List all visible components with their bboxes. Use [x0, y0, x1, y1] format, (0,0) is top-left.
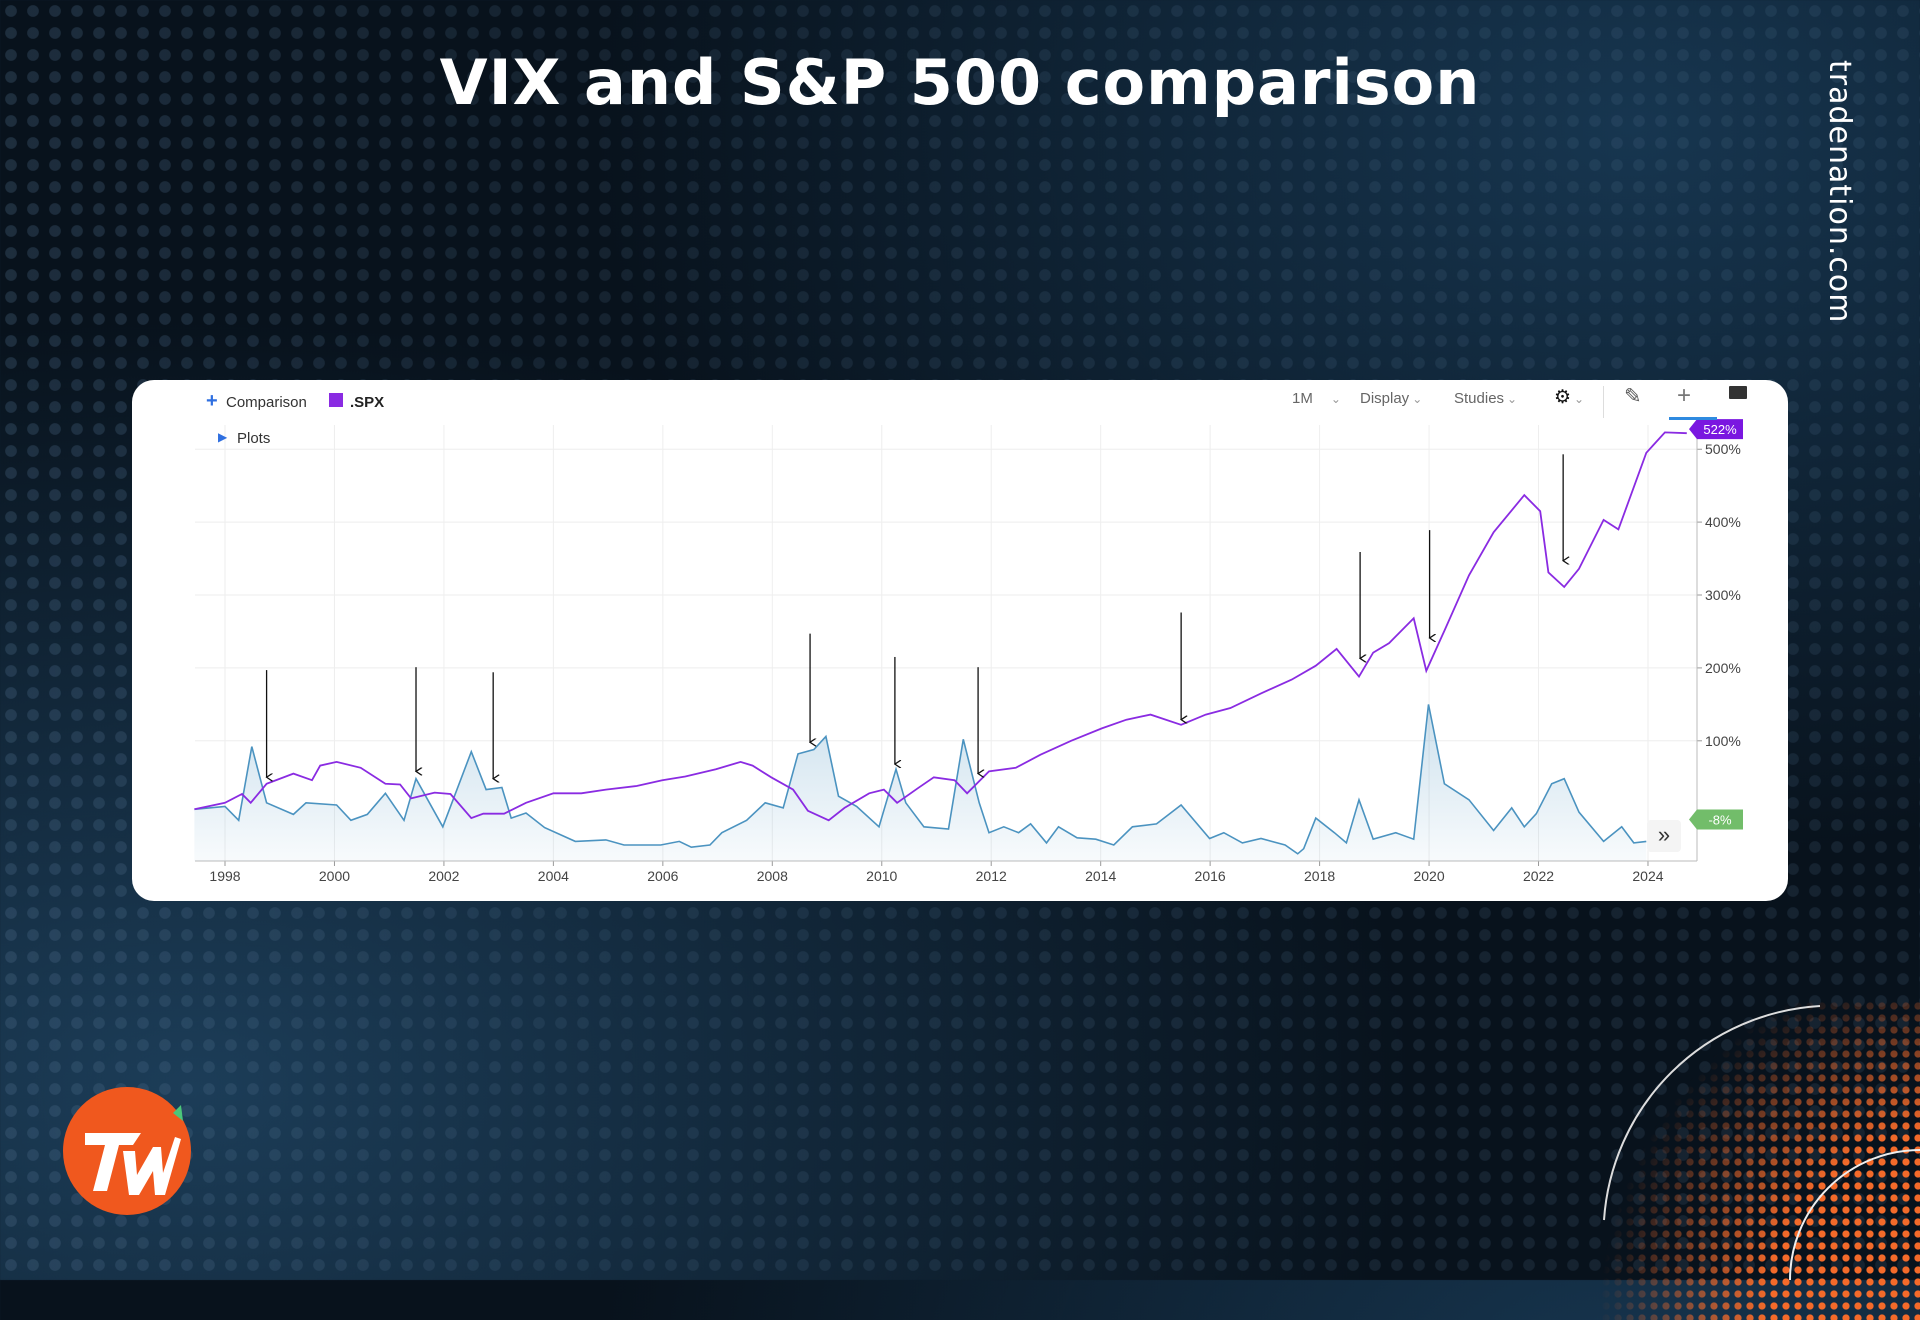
- x-tick-label: 2016: [1195, 868, 1226, 884]
- studies-menu[interactable]: Studies ⌄: [1454, 390, 1517, 407]
- y-tick-label: 300%: [1705, 587, 1741, 603]
- vix-line: [194, 704, 1647, 855]
- x-tick-label: 2004: [538, 868, 569, 884]
- spx-line: [194, 431, 1687, 822]
- pencil-draw-icon[interactable]: ✎: [1624, 385, 1642, 408]
- spx-last-value-badge: 522%: [1703, 422, 1737, 437]
- display-label: Display: [1360, 390, 1410, 407]
- plots-toggle[interactable]: Plots: [237, 430, 271, 447]
- scroll-to-latest-button[interactable]: »: [1647, 820, 1681, 852]
- crosshair-active-indicator: [1669, 417, 1717, 420]
- y-tick-label: 500%: [1705, 441, 1741, 457]
- expand-triangle-icon[interactable]: ▶: [218, 430, 228, 444]
- x-tick-label: 2020: [1413, 868, 1444, 884]
- y-tick-label: 100%: [1705, 733, 1741, 749]
- x-tick-label: 2014: [1085, 868, 1116, 884]
- interval-select[interactable]: 1M ⌄: [1292, 390, 1341, 407]
- page-title: VIX and S&P 500 comparison: [439, 46, 1481, 119]
- chevron-down-icon: ⌄: [1574, 392, 1585, 406]
- comparison-chart: 1998 2000 2002 2004 2006 2008 2010 2012 2014 2016…: [194, 419, 1743, 884]
- spx-color-swatch: [329, 393, 343, 407]
- symbol-label[interactable]: .SPX: [350, 394, 385, 411]
- chevron-down-icon: ⌄: [1507, 392, 1518, 406]
- x-tick-label: 2024: [1632, 868, 1663, 884]
- brand-url: tradenation.com: [1822, 60, 1857, 324]
- plus-icon[interactable]: +: [206, 390, 218, 412]
- decorative-arcs: [1603, 1005, 1920, 1280]
- decorative-halftone: [1600, 1000, 1920, 1320]
- x-tick-label: 2022: [1523, 868, 1554, 884]
- x-tick-label: 2008: [757, 868, 788, 884]
- y-tick-label: 400%: [1705, 514, 1741, 530]
- tw-logo-mark: [85, 1105, 183, 1195]
- vix-last-value-badge: -8%: [1708, 813, 1732, 828]
- display-menu[interactable]: Display ⌄: [1360, 390, 1422, 407]
- chevron-down-icon: ⌄: [1412, 392, 1423, 406]
- tradenation-logo: [63, 1087, 191, 1215]
- vix-last-value-badge-shape: [1689, 809, 1743, 830]
- studies-label: Studies: [1454, 390, 1505, 407]
- x-tick-label: 2000: [319, 868, 350, 884]
- spx-last-value-badge-shape: [1689, 419, 1743, 440]
- interval-value: 1M: [1292, 390, 1313, 407]
- chevron-down-icon: ⌄: [1330, 392, 1341, 406]
- vix-area-fill: [194, 704, 1647, 861]
- x-tick-label: 2010: [866, 868, 897, 884]
- crosshair-icon[interactable]: +: [1677, 382, 1692, 409]
- x-tick-label: 2002: [428, 868, 459, 884]
- x-tick-label: 2012: [976, 868, 1007, 884]
- x-tick-label: 2018: [1304, 868, 1335, 884]
- comparison-button[interactable]: Comparison: [226, 394, 307, 411]
- y-tick-label: 200%: [1705, 660, 1741, 676]
- settings-gear-icon[interactable]: ⚙ ⌄: [1554, 387, 1585, 408]
- x-tick-label: 1998: [209, 868, 240, 884]
- comment-icon[interactable]: [1729, 386, 1747, 399]
- x-tick-label: 2006: [647, 868, 678, 884]
- chart-card: 1998 2000 2002 2004 2006 2008 2010 2012 2014 2016…: [132, 380, 1788, 901]
- toolbar-divider: [1603, 386, 1604, 418]
